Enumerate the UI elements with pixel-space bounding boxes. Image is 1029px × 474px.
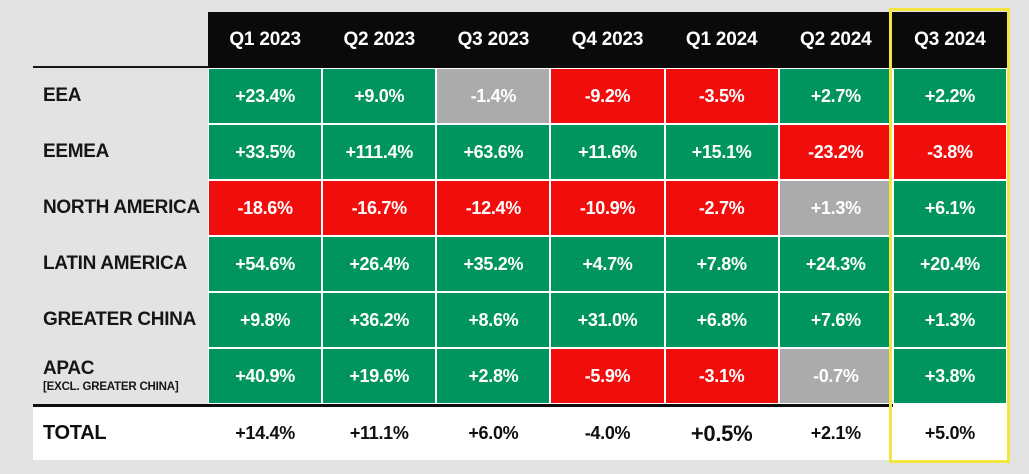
value-cell: +4.7%	[550, 236, 665, 292]
total-row-label: TOTAL	[33, 404, 208, 460]
row-label-text: APAC	[43, 358, 95, 379]
column-header-q2-2023: Q2 2023	[322, 12, 437, 68]
value-cell: +2.7%	[778, 68, 893, 124]
column-header-q4-2023: Q4 2023	[550, 12, 665, 68]
value-cell: +6.1%	[892, 180, 1007, 236]
value-cell: -18.6%	[208, 180, 323, 236]
value-cell: +111.4%	[322, 124, 437, 180]
value-cell: -0.7%	[778, 348, 893, 404]
heatmap-table: Q1 2023 Q2 2023 Q3 2023 Q4 2023 Q1 2024 Q2 20…	[33, 12, 1007, 460]
value-cell: +2.8%	[436, 348, 551, 404]
value-cell: -2.7%	[664, 180, 779, 236]
value-cell: -3.1%	[664, 348, 779, 404]
row-label-text: GREATER CHINA	[43, 309, 197, 331]
value-cell: +35.2%	[436, 236, 551, 292]
value-cell: -5.9%	[550, 348, 665, 404]
value-cell: +7.8%	[664, 236, 779, 292]
row-label-apac: APAC [EXCL. GREATER CHINA]	[33, 348, 208, 404]
value-cell: -10.9%	[550, 180, 665, 236]
value-cell: +33.5%	[208, 124, 323, 180]
label-column-top-rule	[33, 66, 209, 68]
column-header-q1-2023: Q1 2023	[208, 12, 323, 68]
value-cell: +40.9%	[208, 348, 323, 404]
value-cell: +1.3%	[778, 180, 893, 236]
value-cell: -9.2%	[550, 68, 665, 124]
value-cell: +15.1%	[664, 124, 779, 180]
total-value-cell: -4.0%	[550, 404, 665, 460]
value-cell: +31.0%	[550, 292, 665, 348]
row-label-latin-america: LATIN AMERICA	[33, 236, 208, 292]
table-corner	[33, 12, 208, 68]
value-cell: +63.6%	[436, 124, 551, 180]
column-header-q3-2024: Q3 2024	[892, 12, 1007, 68]
row-label-text: EEMEA	[43, 141, 110, 163]
column-header-q1-2024: Q1 2024	[664, 12, 779, 68]
value-cell: -12.4%	[436, 180, 551, 236]
row-label-text: EEA	[43, 85, 82, 107]
total-value-cell: +14.4%	[208, 404, 323, 460]
value-cell: +11.6%	[550, 124, 665, 180]
value-cell: +7.6%	[778, 292, 893, 348]
value-cell: +8.6%	[436, 292, 551, 348]
value-cell: +20.4%	[892, 236, 1007, 292]
total-value-cell: +5.0%	[892, 404, 1007, 460]
row-label-text: NORTH AMERICA	[43, 197, 200, 219]
row-label-text: LATIN AMERICA	[43, 253, 187, 275]
value-cell: -16.7%	[322, 180, 437, 236]
value-cell: -3.8%	[892, 124, 1007, 180]
row-sublabel-text: [EXCL. GREATER CHINA]	[43, 380, 179, 393]
value-cell: +54.6%	[208, 236, 323, 292]
total-value-cell: +11.1%	[322, 404, 437, 460]
value-cell: +9.8%	[208, 292, 323, 348]
value-cell: +3.8%	[892, 348, 1007, 404]
value-cell: +19.6%	[322, 348, 437, 404]
value-cell: +26.4%	[322, 236, 437, 292]
value-cell: +24.3%	[778, 236, 893, 292]
value-cell: -1.4%	[436, 68, 551, 124]
value-cell: +9.0%	[322, 68, 437, 124]
row-label-greater-china: GREATER CHINA	[33, 292, 208, 348]
value-cell: -23.2%	[778, 124, 893, 180]
column-header-q3-2023: Q3 2023	[436, 12, 551, 68]
value-cell: +23.4%	[208, 68, 323, 124]
total-value-cell: +6.0%	[436, 404, 551, 460]
total-value-cell: +0.5%	[664, 404, 779, 460]
row-label-north-america: NORTH AMERICA	[33, 180, 208, 236]
value-cell: +1.3%	[892, 292, 1007, 348]
value-cell: +6.8%	[664, 292, 779, 348]
row-label-eemea: EEMEA	[33, 124, 208, 180]
column-header-q2-2024: Q2 2024	[778, 12, 893, 68]
row-label-eea: EEA	[33, 68, 208, 124]
value-cell: -3.5%	[664, 68, 779, 124]
value-cell: +2.2%	[892, 68, 1007, 124]
value-cell: +36.2%	[322, 292, 437, 348]
total-value-cell: +2.1%	[778, 404, 893, 460]
